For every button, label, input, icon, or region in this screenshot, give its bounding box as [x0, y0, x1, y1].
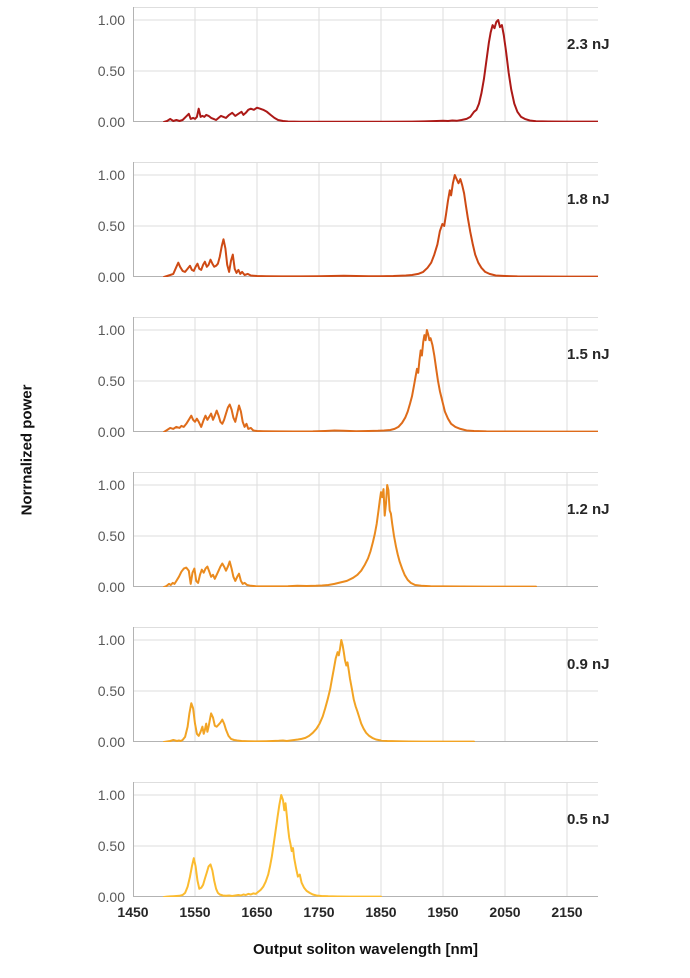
x-tick-label: 1850 [365, 904, 397, 920]
spectrum-panel-1.5nJ: 1.00 0.50 0.00 1.5 nJ [98, 317, 610, 440]
spectrum-panel-2.3nJ: 1.00 0.50 0.00 2.3 nJ [98, 7, 610, 130]
y-tick-label: 0.00 [97, 889, 125, 905]
y-tick-label: 0.50 [97, 218, 125, 234]
y-tick-label: 0.50 [97, 63, 125, 79]
y-tick-label: 0.00 [97, 734, 125, 750]
plot-area [133, 782, 598, 897]
x-tick-label: 2150 [551, 904, 583, 920]
plot-area [133, 472, 598, 587]
x-axis-title: Output soliton wavelength [nm] [253, 941, 478, 958]
spectrum-panel-1.2nJ: 1.00 0.50 0.00 1.2 nJ [98, 472, 610, 595]
y-tick-label: 0.50 [97, 373, 125, 389]
x-tick-label: 1650 [241, 904, 273, 920]
spectrum-curve [163, 484, 537, 587]
y-tick-label: 0.00 [97, 114, 125, 130]
spectrum-curve [163, 174, 598, 277]
y-tick-label: 0.50 [97, 838, 125, 854]
x-tick-label: 1550 [179, 904, 211, 920]
y-tick-label: 0.00 [97, 424, 125, 440]
y-tick-label: 0.00 [97, 269, 125, 285]
plot-area [133, 627, 598, 742]
energy-label: 1.8 nJ [567, 191, 610, 208]
spectrum-curve [163, 329, 598, 432]
x-tick-label: 2050 [489, 904, 521, 920]
energy-label: 2.3 nJ [567, 36, 610, 53]
energy-label: 0.9 nJ [567, 656, 610, 673]
energy-label: 1.5 nJ [567, 346, 610, 363]
y-axis-title: Norrnalized power [18, 384, 36, 516]
y-tick-label: 0.50 [97, 683, 125, 699]
x-tick-label: 1950 [427, 904, 459, 920]
y-tick-label: 1.00 [97, 322, 125, 338]
y-tick-label: 0.00 [97, 579, 125, 595]
spectrum-panel-0.9nJ: 1.00 0.50 0.00 0.9 nJ [98, 627, 610, 750]
plot-area [133, 162, 598, 277]
y-tick-label: 0.50 [97, 528, 125, 544]
plot-area [133, 317, 598, 432]
spectrum-panel-1.8nJ: 1.00 0.50 0.00 1.8 nJ [98, 162, 610, 285]
energy-label: 0.5 nJ [567, 811, 610, 828]
y-tick-label: 1.00 [97, 787, 125, 803]
y-tick-label: 1.00 [97, 632, 125, 648]
y-tick-label: 1.00 [97, 477, 125, 493]
spectrum-curve [163, 794, 382, 897]
plot-area [133, 7, 598, 122]
y-tick-label: 1.00 [97, 167, 125, 183]
x-tick-label: 1450 [117, 904, 149, 920]
spectrum-curve [163, 639, 475, 742]
x-tick-label: 1750 [303, 904, 335, 920]
x-axis-ticks: 1450 1550 1650 1750 1850 1950 2050 2150 [117, 904, 598, 922]
y-tick-label: 1.00 [97, 12, 125, 28]
spectrum-curve [163, 19, 598, 122]
spectrum-panel-0.5nJ: 1.00 0.50 0.00 0.5 nJ [98, 782, 610, 905]
energy-label: 1.2 nJ [567, 501, 610, 518]
